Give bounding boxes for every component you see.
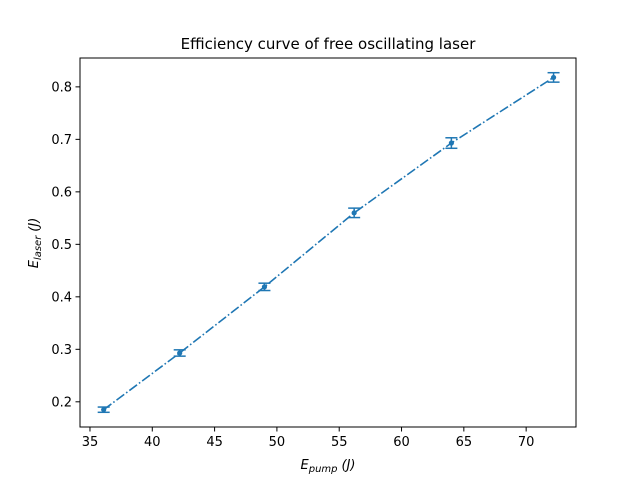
x-tick-label: 70 <box>518 435 535 450</box>
x-tick-label: 60 <box>393 435 410 450</box>
y-tick-label: 0.2 <box>51 395 72 410</box>
x-tick-label: 45 <box>206 435 223 450</box>
x-tick-label: 50 <box>269 435 286 450</box>
y-tick-label: 0.7 <box>51 133 72 148</box>
x-tick-label: 65 <box>456 435 473 450</box>
y-tick-label: 0.6 <box>51 185 72 200</box>
y-axis-label: Elaser (J) <box>27 218 44 269</box>
data-point <box>550 74 557 81</box>
y-axis-label-base: E <box>27 259 42 268</box>
x-tick-label: 35 <box>82 435 99 450</box>
y-tick-label: 0.5 <box>51 238 72 253</box>
y-tick-label: 0.4 <box>51 290 72 305</box>
data-point <box>261 284 268 290</box>
data-point <box>448 140 454 146</box>
axes: 35 40 45 50 55 60 65 70 0.2 0.3 0.4 0.5 0.6 0.7 0.8 <box>51 57 577 450</box>
plot-marks <box>97 71 560 414</box>
y-axis-label-sub: laser <box>33 235 44 260</box>
plot-frame <box>79 57 577 428</box>
x-axis-label-sub: pump <box>308 464 338 475</box>
x-axis-label-unit: (J) <box>342 458 356 473</box>
series-line <box>103 76 555 411</box>
y-tick-label: 0.8 <box>51 80 72 95</box>
x-axis-label: Epump (J) <box>301 458 356 475</box>
data-point <box>101 407 107 413</box>
chart-title: Efficiency curve of free oscillating las… <box>181 35 477 53</box>
x-tick-label: 40 <box>144 435 161 450</box>
x-tick-label: 55 <box>331 435 348 450</box>
data-point <box>177 350 183 356</box>
data-point <box>351 210 357 216</box>
y-axis-label-unit: (J) <box>27 218 42 232</box>
x-axis-label-base: E <box>301 458 310 473</box>
y-tick-label: 0.3 <box>51 343 72 358</box>
